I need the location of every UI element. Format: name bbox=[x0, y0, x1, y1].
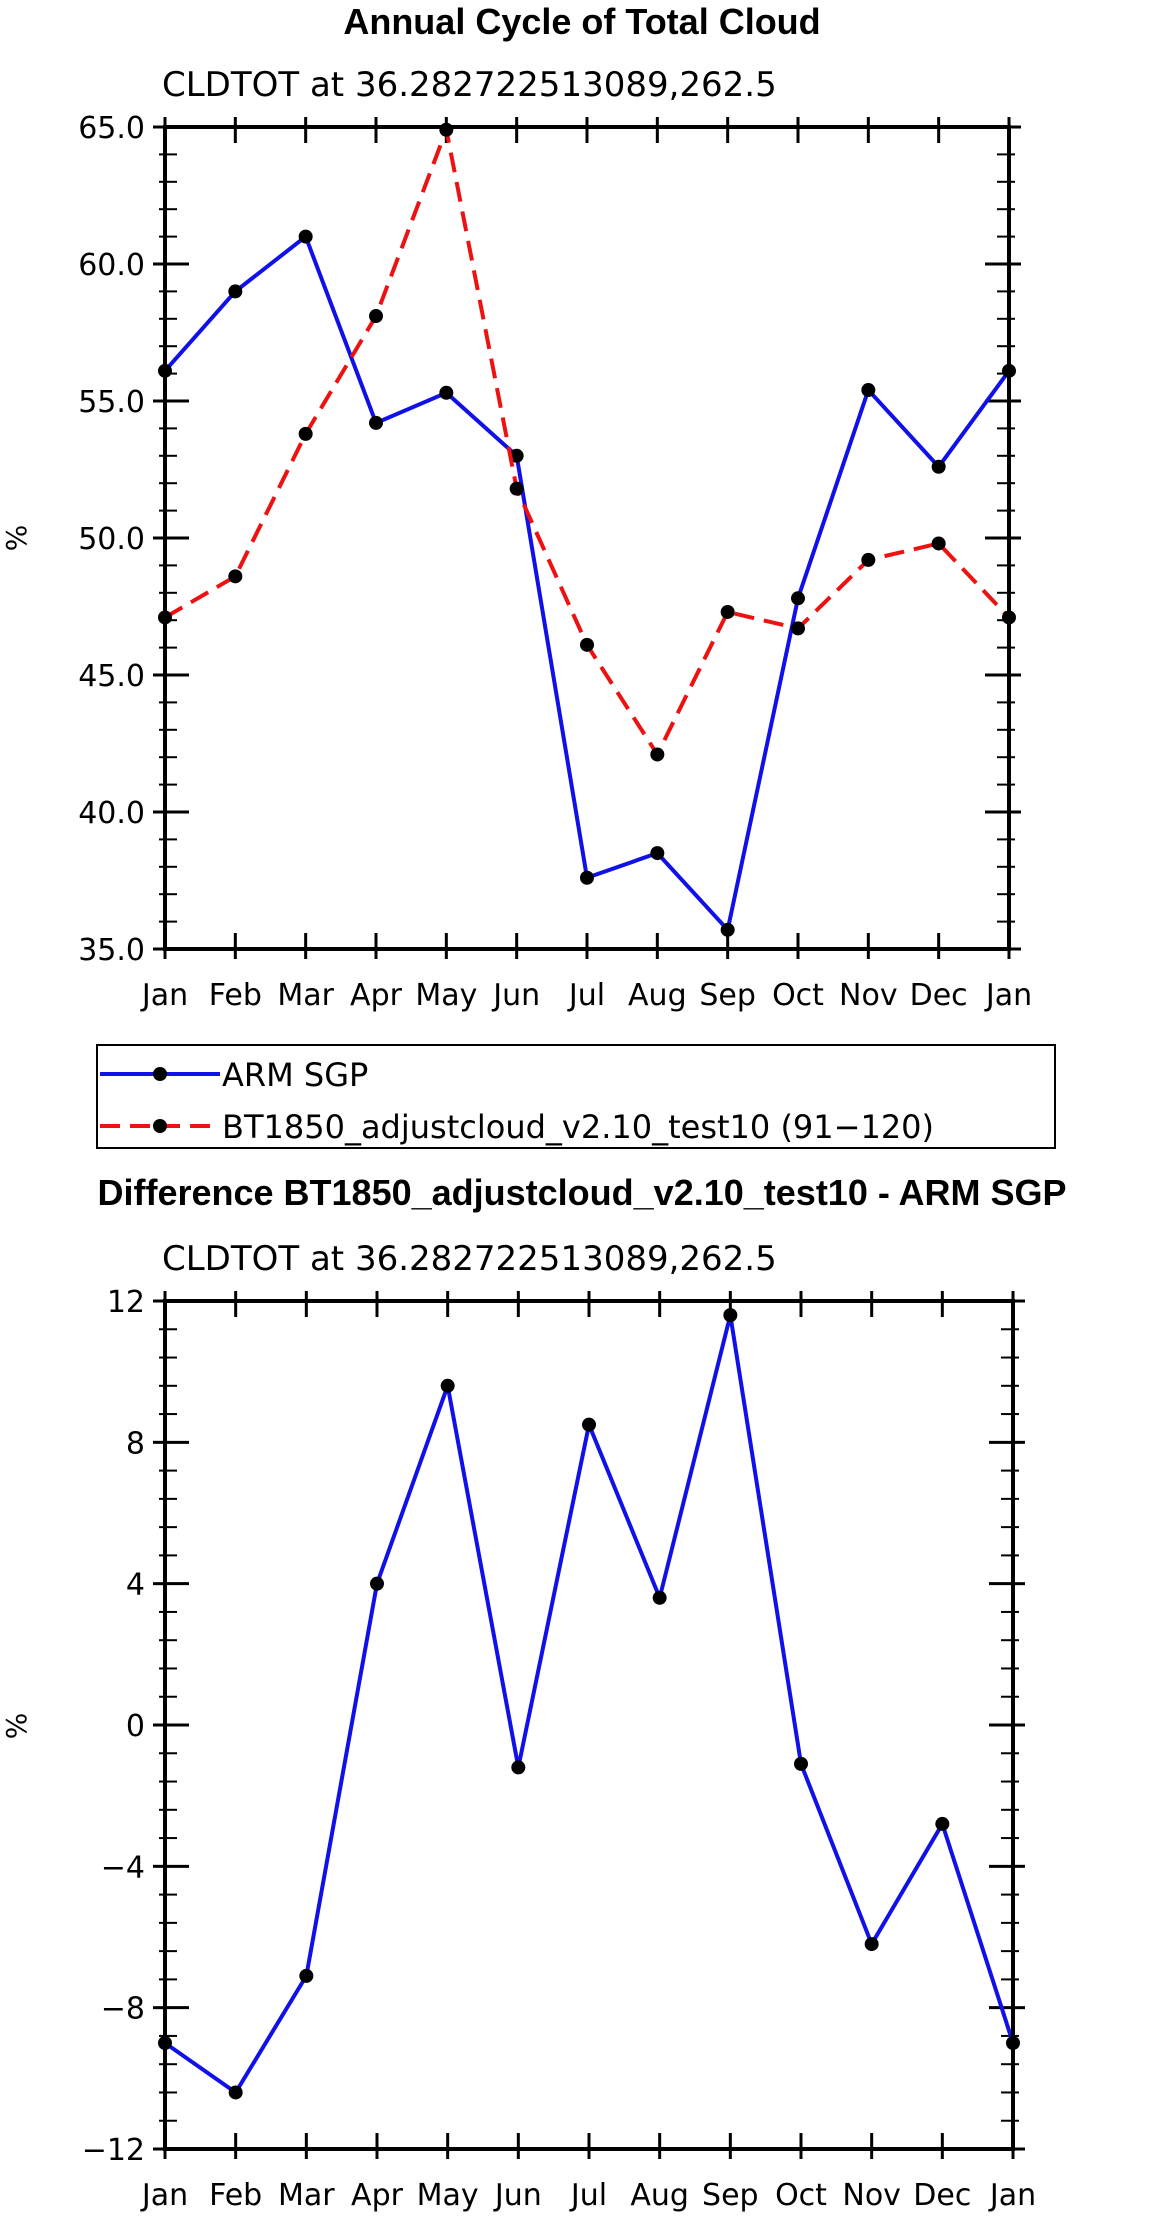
data-point bbox=[791, 621, 805, 636]
y-axis-label: % bbox=[0, 1713, 33, 1740]
data-point bbox=[931, 459, 946, 474]
y-tick-label: −4 bbox=[101, 1850, 145, 1885]
x-tick-label: Feb bbox=[209, 2178, 262, 2213]
series-line-0 bbox=[163, 234, 1011, 932]
y-tick-label: 55.0 bbox=[78, 385, 145, 420]
y-axis-label: % bbox=[0, 525, 33, 552]
plot-frame bbox=[163, 1299, 1015, 2151]
legend-box bbox=[96, 1044, 1056, 1149]
x-tick-label: Apr bbox=[350, 978, 403, 1013]
data-point bbox=[582, 1417, 596, 1432]
plot-frame bbox=[163, 125, 1011, 951]
data-point bbox=[861, 383, 876, 398]
x-tick-label: Oct bbox=[772, 978, 824, 1013]
data-point bbox=[723, 1308, 738, 1323]
x-tick-label: Jan bbox=[984, 978, 1032, 1013]
x-tick-label: Mar bbox=[278, 2178, 335, 2213]
x-tick-label: Dec bbox=[913, 2178, 971, 2213]
x-tick-label: Apr bbox=[351, 2178, 404, 2213]
x-tick-label: Jul bbox=[567, 978, 605, 1013]
series-layer bbox=[158, 1308, 1020, 2100]
x-tick-label: Oct bbox=[775, 2178, 827, 2213]
data-point bbox=[650, 846, 665, 861]
y-tick-label: 4 bbox=[126, 1568, 145, 1603]
data-point bbox=[509, 448, 524, 463]
x-tick-label: Jul bbox=[569, 2178, 607, 2213]
y-tick-label: 0 bbox=[126, 1709, 145, 1744]
x-tick-label: Mar bbox=[277, 978, 334, 1013]
data-point bbox=[580, 870, 594, 885]
x-tick-label: May bbox=[415, 978, 477, 1013]
chart-annual-cycle: Annual Cycle of Total Cloud CLDTOT at 36… bbox=[0, 1, 1032, 1013]
x-tick-label: Sep bbox=[699, 978, 756, 1013]
y-tick-label: 8 bbox=[126, 1426, 145, 1461]
y-tick-label: 60.0 bbox=[78, 248, 145, 283]
x-tick-label: Sep bbox=[702, 2178, 759, 2213]
x-tick-label: Dec bbox=[910, 978, 968, 1013]
series-layer bbox=[158, 122, 1016, 937]
data-point bbox=[298, 229, 313, 244]
data-point bbox=[369, 309, 383, 324]
data-point bbox=[720, 604, 735, 619]
chart-difference: Difference BT1850_adjustcloud_v2.10_test… bbox=[0, 1172, 1067, 2213]
data-point bbox=[652, 1590, 667, 1605]
legend-label-obs: ARM SGP bbox=[222, 1056, 368, 1094]
data-point bbox=[299, 1968, 314, 1983]
data-point bbox=[228, 2085, 243, 2100]
data-point bbox=[864, 1937, 879, 1952]
data-point bbox=[228, 284, 243, 299]
y-tick-label: 40.0 bbox=[78, 796, 145, 831]
chart-subtitle: CLDTOT at 36.282722513089,262.5 bbox=[162, 65, 777, 105]
legend-marker-obs bbox=[153, 1067, 167, 1081]
chart-title: Difference BT1850_adjustcloud_v2.10_test… bbox=[97, 1172, 1066, 1213]
x-tick-label: Nov bbox=[839, 978, 898, 1013]
data-point bbox=[791, 591, 805, 606]
x-tick-label: Jun bbox=[491, 978, 540, 1013]
y-tick-label: −8 bbox=[101, 1992, 145, 2027]
y-tick-label: 50.0 bbox=[78, 522, 145, 557]
data-point bbox=[369, 415, 383, 430]
series-line-1 bbox=[163, 127, 1011, 757]
x-tick-label: May bbox=[417, 2178, 479, 2213]
legend: ARM SGP BT1850_adjustcloud_v2.10_test10 … bbox=[96, 1044, 1056, 1149]
x-tick-label: Aug bbox=[628, 978, 687, 1013]
x-tick-label: Aug bbox=[630, 2178, 689, 2213]
data-point bbox=[650, 747, 665, 762]
x-tick-label: Nov bbox=[842, 2178, 901, 2213]
data-point bbox=[511, 1760, 526, 1775]
data-point bbox=[509, 481, 524, 496]
legend-marker-model bbox=[153, 1119, 167, 1133]
x-tick-label: Jan bbox=[988, 2178, 1036, 2213]
data-point bbox=[580, 637, 594, 652]
data-point bbox=[370, 1576, 384, 1591]
data-point bbox=[440, 1378, 455, 1393]
x-tick-label: Feb bbox=[209, 978, 262, 1013]
tick-layer: Jan Feb Mar Apr May Jun Jul Aug Sep Oct Nov Dec Jan 3… bbox=[78, 111, 1032, 1013]
legend-label-model: BT1850_adjustcloud_v2.10_test10 (91−120) bbox=[222, 1108, 934, 1146]
y-tick-label: 12 bbox=[107, 1285, 145, 1320]
data-point bbox=[861, 552, 876, 567]
y-tick-label: 65.0 bbox=[78, 111, 145, 146]
data-point bbox=[935, 1816, 950, 1831]
tick-layer: Jan Feb Mar Apr May Jun Jul Aug Sep Oct Nov Dec Jan −… bbox=[82, 1285, 1036, 2213]
data-point bbox=[794, 1756, 808, 1771]
series-line-0 bbox=[163, 1313, 1015, 2095]
y-tick-label: 45.0 bbox=[78, 659, 145, 694]
data-point bbox=[228, 569, 243, 584]
data-point bbox=[298, 426, 313, 441]
y-tick-label: 35.0 bbox=[78, 933, 145, 968]
data-point bbox=[931, 536, 946, 551]
x-tick-label: Jun bbox=[493, 2178, 542, 2213]
chart-title: Annual Cycle of Total Cloud bbox=[343, 1, 820, 42]
data-point bbox=[439, 385, 454, 400]
data-point bbox=[720, 922, 735, 937]
x-tick-label: Jan bbox=[140, 978, 188, 1013]
data-point bbox=[439, 122, 454, 137]
x-tick-label: Jan bbox=[140, 2178, 188, 2213]
chart-subtitle: CLDTOT at 36.282722513089,262.5 bbox=[162, 1239, 777, 1279]
y-tick-label: −12 bbox=[82, 2133, 145, 2168]
